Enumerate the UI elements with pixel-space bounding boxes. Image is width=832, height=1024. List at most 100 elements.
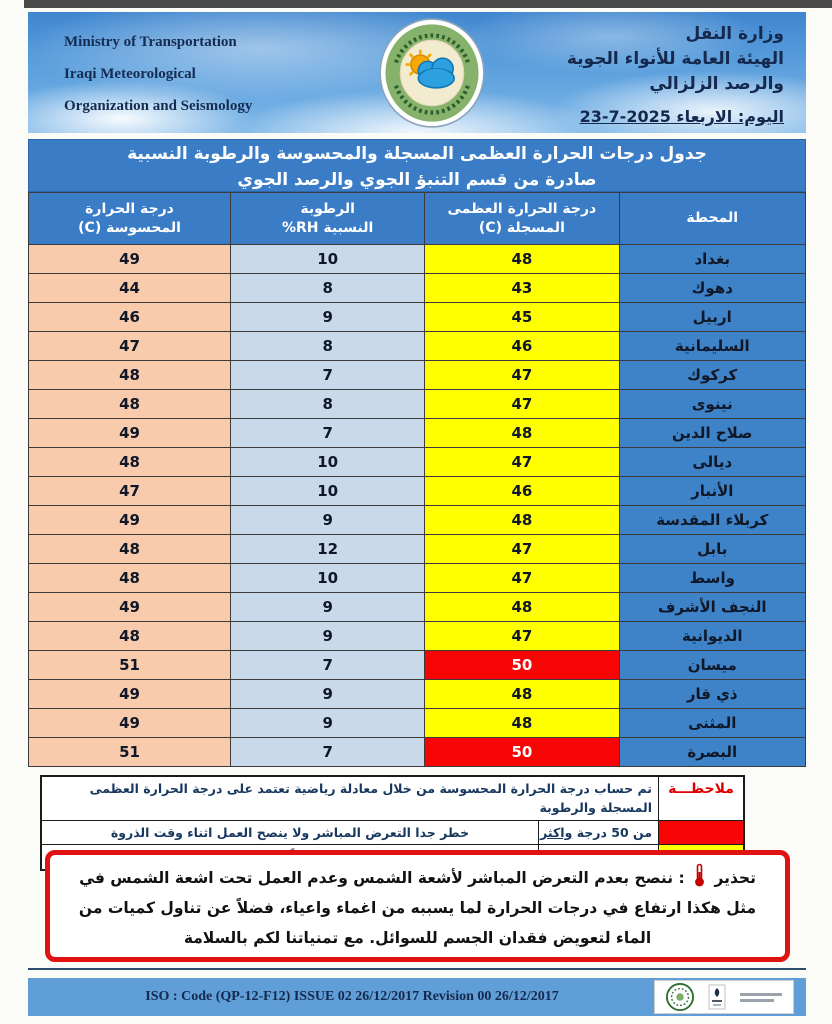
felt-temp-cell: 48 [27, 563, 232, 593]
station-name-cell: الديوانية [618, 621, 807, 651]
station-row: كركوك 47 7 48 [27, 360, 807, 390]
humidity-cell: 7 [230, 737, 426, 767]
station-name-cell: ديالى [618, 447, 807, 477]
humidity-cell: 9 [230, 708, 426, 738]
recorded-temp-cell: 48 [424, 418, 620, 448]
ministry-name-arabic: وزارة النقل الهيئة العامة للأنواء الجوية… [536, 12, 806, 133]
station-row: نينوى 47 8 48 [27, 389, 807, 419]
warning-box: تحذير : ننصح بعدم التعرض المباشر لأشعة ا… [45, 850, 790, 962]
station-row: واسط 47 10 48 [27, 563, 807, 593]
humidity-cell: 10 [230, 244, 426, 274]
stations-table-body: بغداد 48 10 49 دهوك 43 8 44 اربيل 45 9 4… [27, 244, 807, 767]
note-method-text: تم حساب درجة الحرارة المحسوسة من خلال مع… [89, 781, 652, 816]
recorded-temp-cell: 48 [424, 708, 620, 738]
report-title-bar: جدول درجات الحرارة العظمى المسجلة والمحس… [28, 139, 806, 192]
felt-temp-cell: 48 [27, 447, 232, 477]
note-label: ملاحظـــة [658, 777, 743, 820]
red-swatch [658, 820, 743, 845]
note-method-row: ملاحظـــة تم حساب درجة الحرارة المحسوسة … [42, 777, 743, 821]
recorded-temp-cell: 47 [424, 447, 620, 477]
station-row: ميسان 50 7 51 [27, 650, 807, 680]
humidity-cell: 10 [230, 476, 426, 506]
humidity-cell: 7 [230, 360, 426, 390]
station-row: النجف الأشرف 48 9 49 [27, 592, 807, 622]
station-row: اربيل 45 9 46 [27, 302, 807, 332]
table-header-row: المحطة درجة الحرارة العظمى المسجلة (C) ال… [27, 192, 807, 245]
station-name-cell: كربلاء المقدسة [618, 505, 807, 535]
recorded-temp-cell: 46 [424, 331, 620, 361]
humidity-cell: 7 [230, 650, 426, 680]
station-row: ديالى 47 10 48 [27, 447, 807, 477]
humidity-cell: 9 [230, 621, 426, 651]
station-name-cell: بغداد [618, 244, 807, 274]
ministry-line: Iraqi Meteorological [64, 66, 196, 82]
temperatures-table: المحطة درجة الحرارة العظمى المسجلة (C) ال… [27, 192, 807, 767]
recorded-temp-cell: 47 [424, 621, 620, 651]
felt-temp-cell: 48 [27, 534, 232, 564]
felt-temp-cell: 44 [27, 273, 232, 303]
station-name-cell: النجف الأشرف [618, 592, 807, 622]
letterhead: Ministry of Transportation Iraqi Meteoro… [28, 12, 806, 133]
station-row: الأنبار 46 10 47 [27, 476, 807, 506]
accreditation-seal-icon [666, 983, 694, 1011]
station-row: دهوك 43 8 44 [27, 273, 807, 303]
thermometer-icon [695, 863, 704, 887]
felt-temp-cell: 47 [27, 476, 232, 506]
humidity-cell: 9 [230, 592, 426, 622]
humidity-cell: 12 [230, 534, 426, 564]
ministry-name-english: Ministry of Transportation Iraqi Meteoro… [28, 12, 328, 133]
meteorological-seal-icon [379, 17, 485, 128]
humidity-cell: 8 [230, 331, 426, 361]
station-row: البصرة 50 7 51 [27, 737, 807, 767]
top-gray-strip [24, 0, 832, 8]
col-header-humidity: الرطوبة النسبية RH% [230, 192, 426, 245]
station-name-cell: دهوك [618, 273, 807, 303]
felt-temp-cell: 49 [27, 505, 232, 535]
recorded-temp-cell: 43 [424, 273, 620, 303]
felt-temp-cell: 46 [27, 302, 232, 332]
felt-temp-cell: 49 [27, 418, 232, 448]
warning-text: : ننصح بعدم التعرض المباشر لأشعة الشمس و… [78, 869, 757, 948]
station-name-cell: البصرة [618, 737, 807, 767]
humidity-cell: 8 [230, 389, 426, 419]
station-name-cell: ميسان [618, 650, 807, 680]
station-row: بابل 47 12 48 [27, 534, 807, 564]
warning-label: تحذير [714, 869, 756, 887]
report-date: اليوم: الاربعاء 2025-7-23 [579, 107, 784, 126]
recorded-temp-cell: 48 [424, 244, 620, 274]
station-row: المثنى 48 9 49 [27, 708, 807, 738]
station-name-cell: ذي قار [618, 679, 807, 709]
ministry-line: Ministry of Transportation [64, 34, 237, 50]
recorded-temp-cell: 47 [424, 389, 620, 419]
recorded-temp-cell: 47 [424, 360, 620, 390]
recorded-temp-cell: 48 [424, 679, 620, 709]
agency-logo [328, 12, 536, 133]
felt-temp-cell: 49 [27, 592, 232, 622]
station-row: كربلاء المقدسة 48 9 49 [27, 505, 807, 535]
station-name-cell: كركوك [618, 360, 807, 390]
ministry-line-ar: الهيئة العامة للأنواء الجوية [566, 49, 784, 69]
station-row: بغداد 48 10 49 [27, 244, 807, 274]
station-name-cell: صلاح الدين [618, 418, 807, 448]
station-name-cell: واسط [618, 563, 807, 593]
legend-row-red: من 50 درجة واكثر خطر جدا التعرض المباشر … [42, 820, 743, 846]
humidity-cell: 7 [230, 418, 426, 448]
ministry-line-ar: وزارة النقل [685, 24, 784, 44]
recorded-temp-cell: 46 [424, 476, 620, 506]
recorded-temp-cell: 50 [424, 650, 620, 680]
recorded-temp-cell: 48 [424, 592, 620, 622]
recorded-temp-cell: 45 [424, 302, 620, 332]
cloud-icon [417, 56, 456, 89]
station-name-cell: الأنبار [618, 476, 807, 506]
station-row: الديوانية 47 9 48 [27, 621, 807, 651]
felt-temp-cell: 48 [27, 621, 232, 651]
report-title-line1: جدول درجات الحرارة العظمى المسجلة والمحس… [127, 144, 707, 164]
humidity-cell: 9 [230, 505, 426, 535]
small-print-lines [740, 992, 782, 1002]
felt-temp-cell: 51 [27, 737, 232, 767]
humidity-cell: 8 [230, 273, 426, 303]
felt-temp-cell: 47 [27, 331, 232, 361]
humidity-cell: 9 [230, 302, 426, 332]
legend-description: خطر جدا التعرض المباشر ولا ينصح العمل اث… [110, 824, 470, 840]
footer-divider-line [28, 968, 806, 970]
